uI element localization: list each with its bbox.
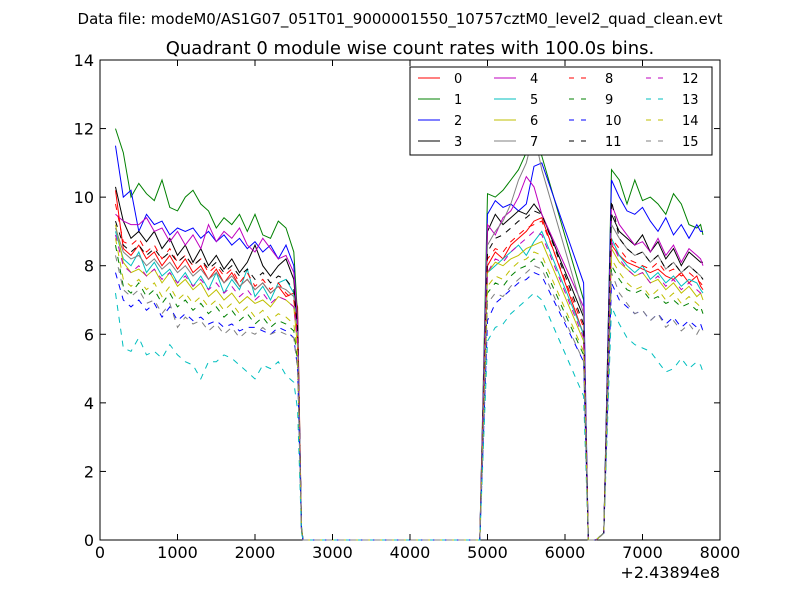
x-tick-label: 5000 (467, 543, 508, 562)
y-tick-label: 8 (84, 257, 94, 276)
chart-title: Quadrant 0 module wise count rates with … (166, 38, 655, 59)
legend-label-9: 9 (605, 93, 613, 108)
y-tick-label: 10 (74, 188, 94, 207)
series-line-15 (115, 255, 704, 541)
series-line-9 (115, 245, 704, 541)
x-offset-label: +2.43894e8 (620, 563, 720, 582)
x-tick-label: 4000 (390, 543, 431, 562)
y-tick-label: 14 (74, 51, 94, 70)
y-tick-label: 4 (84, 394, 94, 413)
y-tick-label: 2 (84, 462, 94, 481)
series-line-13 (115, 292, 704, 541)
series-layer (115, 128, 704, 541)
legend-label-0: 0 (454, 72, 462, 87)
legend-label-2: 2 (454, 114, 462, 129)
legend-label-10: 10 (605, 114, 622, 129)
axis-layer: 0 1000 2000 3000 4000 5000 6000 7000 80000246810… (74, 51, 741, 562)
data-file-label: Data file: modeM0/AS1G07_051T01_90000015… (78, 10, 723, 29)
series-line-12 (115, 230, 704, 541)
legend-label-13: 13 (682, 93, 699, 108)
x-tick-label: 7000 (622, 543, 663, 562)
legend-box (409, 66, 713, 156)
legend-label-8: 8 (605, 72, 613, 87)
legend-label-11: 11 (605, 135, 622, 150)
x-tick-label: 8000 (700, 543, 741, 562)
y-tick-label: 0 (84, 531, 94, 550)
legend-label-15: 15 (682, 135, 699, 150)
x-tick-label: 0 (95, 543, 105, 562)
legend-label-14: 14 (682, 114, 699, 129)
x-tick-label: 3000 (312, 543, 353, 562)
x-tick-label: 2000 (235, 543, 276, 562)
x-tick-label: 1000 (157, 543, 198, 562)
x-tick-label: 6000 (545, 543, 586, 562)
y-tick-label: 12 (74, 120, 94, 139)
legend-label-3: 3 (454, 135, 462, 150)
legend-label-12: 12 (682, 72, 699, 87)
legend-label-5: 5 (530, 93, 538, 108)
legend-label-6: 6 (530, 114, 538, 129)
legend-label-7: 7 (530, 135, 538, 150)
y-tick-label: 6 (84, 325, 94, 344)
legend-label-4: 4 (530, 72, 538, 87)
legend-label-1: 1 (454, 93, 462, 108)
